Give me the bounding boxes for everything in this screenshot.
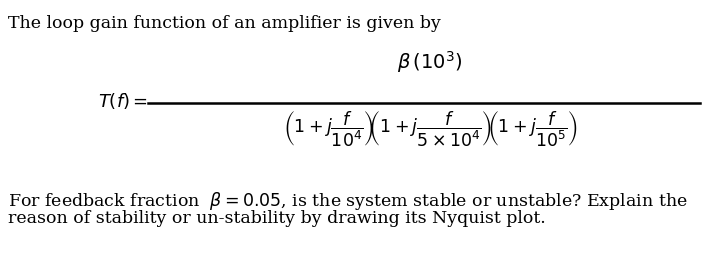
Text: $\left(1+j\dfrac{f}{10^4}\right)\!\!\left(1+j\dfrac{f}{5\times10^4}\right)\!\!\l: $\left(1+j\dfrac{f}{10^4}\right)\!\!\lef… bbox=[282, 109, 577, 149]
Text: reason of stability or un-stability by drawing its Nyquist plot.: reason of stability or un-stability by d… bbox=[8, 210, 546, 227]
Text: For feedback fraction  $\beta = 0.05$, is the system stable or unstable? Explain: For feedback fraction $\beta = 0.05$, is… bbox=[8, 190, 688, 212]
Text: $T(f) =$: $T(f) =$ bbox=[98, 91, 148, 111]
Text: The loop gain function of an amplifier is given by: The loop gain function of an amplifier i… bbox=[8, 15, 441, 32]
Text: $\beta\,(10^3)$: $\beta\,(10^3)$ bbox=[397, 49, 463, 75]
